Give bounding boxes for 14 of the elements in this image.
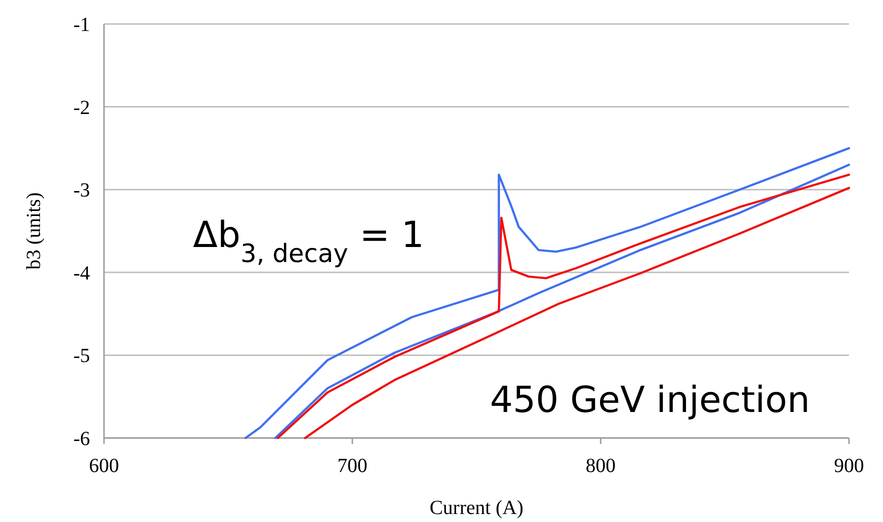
x-tick-label: 800 bbox=[586, 455, 616, 477]
annotation: 450 GeV injection bbox=[490, 380, 810, 421]
y-axis-title: b3 (units) bbox=[23, 192, 45, 270]
y-tick-label: -6 bbox=[73, 428, 90, 450]
y-tick-label: -5 bbox=[73, 345, 90, 368]
x-axis-title: Current (A) bbox=[430, 497, 524, 519]
y-tick-label: -1 bbox=[73, 14, 90, 36]
y-tick-label: -2 bbox=[73, 96, 90, 119]
x-tick-label: 900 bbox=[834, 455, 864, 477]
y-tick-label: -3 bbox=[73, 180, 90, 202]
y-tick-label: -4 bbox=[73, 262, 90, 284]
x-tick-label: 700 bbox=[337, 455, 368, 477]
x-tick-label: 600 bbox=[89, 455, 119, 477]
annotation: Δb$_{3, decay}$ = 1 bbox=[193, 215, 424, 268]
